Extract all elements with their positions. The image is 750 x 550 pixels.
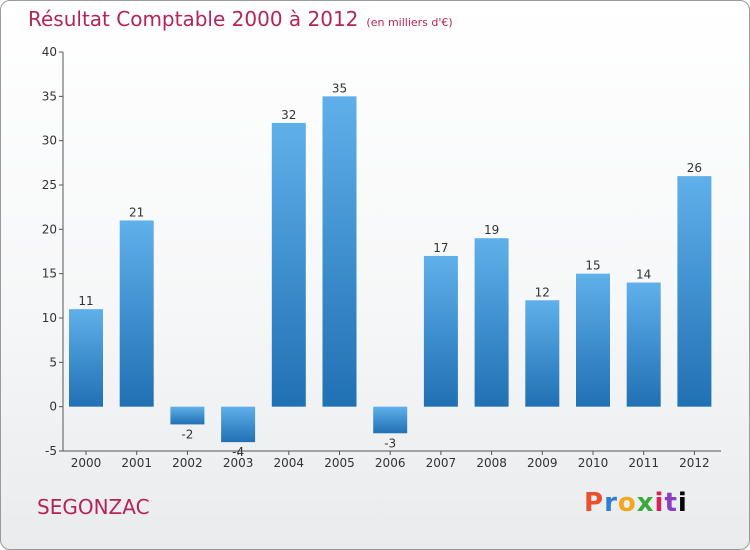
bar-2005: [322, 96, 357, 407]
y-tick-label: 10: [42, 311, 57, 325]
bar-2000: [69, 309, 103, 407]
value-label-2006: -3: [384, 436, 396, 450]
x-tick-label: 2008: [476, 456, 507, 470]
proxiti-logo: Proxiti: [584, 488, 688, 518]
bar-2003: [221, 406, 256, 443]
value-label-2004: 32: [281, 108, 296, 122]
bar-2009: [525, 300, 560, 407]
x-tick-label: 2009: [527, 456, 558, 470]
value-label-2002: -2: [181, 427, 193, 441]
chart-title: Résultat Comptable 2000 à 2012 (en millie…: [28, 7, 453, 31]
bar-2007: [423, 255, 458, 407]
value-label-2012: 26: [687, 161, 702, 175]
chart-title-text: Résultat Comptable 2000 à 2012: [28, 7, 359, 31]
x-tick-label: 2006: [375, 456, 406, 470]
y-tick-label: 20: [42, 222, 57, 236]
logo-letter: t: [664, 488, 678, 518]
y-tick-label: 30: [42, 134, 57, 148]
bar-2004: [271, 122, 306, 407]
x-tick-label: 2001: [121, 456, 152, 470]
x-tick-label: 2007: [426, 456, 457, 470]
y-tick-label: 25: [42, 178, 57, 192]
chart-subtitle: (en milliers d'€): [366, 16, 453, 29]
x-tick-label: 2011: [628, 456, 659, 470]
value-label-2000: 11: [78, 294, 93, 308]
bar-2008: [474, 238, 509, 407]
y-tick-label: 40: [42, 45, 57, 59]
logo-letter: i: [677, 488, 688, 518]
value-label-2008: 19: [484, 223, 499, 237]
value-label-2009: 12: [535, 285, 550, 299]
value-label-2005: 35: [332, 81, 347, 95]
bar-2011: [626, 282, 661, 407]
bar-2002: [170, 406, 205, 425]
value-label-2007: 17: [433, 241, 448, 255]
logo-letter: P: [584, 488, 605, 518]
logo-letter: i: [654, 488, 665, 518]
x-tick-label: 2003: [223, 456, 254, 470]
logo-letter: o: [617, 488, 637, 518]
x-tick-label: 2002: [172, 456, 203, 470]
x-tick-label: 2000: [71, 456, 102, 470]
y-tick-label: 5: [49, 355, 57, 369]
x-tick-label: 2012: [679, 456, 710, 470]
x-tick-label: 2005: [324, 456, 355, 470]
value-label-2001: 21: [129, 205, 144, 219]
place-name: SEGONZAC: [37, 495, 150, 519]
bar-2010: [576, 273, 610, 407]
bar-2006: [373, 406, 408, 434]
y-tick-label: -5: [45, 444, 57, 458]
logo-letter: x: [636, 488, 655, 518]
y-tick-label: 0: [49, 400, 57, 414]
value-label-2010: 15: [585, 259, 600, 273]
x-tick-label: 2010: [578, 456, 609, 470]
value-label-2003: -4: [232, 445, 244, 459]
x-tick-label: 2004: [274, 456, 305, 470]
logo-letter: r: [604, 488, 618, 518]
bar-2012: [677, 176, 712, 407]
y-tick-label: 15: [42, 267, 57, 281]
bar-2001: [119, 220, 154, 407]
value-label-2011: 14: [636, 268, 651, 282]
y-tick-label: 35: [42, 89, 57, 103]
